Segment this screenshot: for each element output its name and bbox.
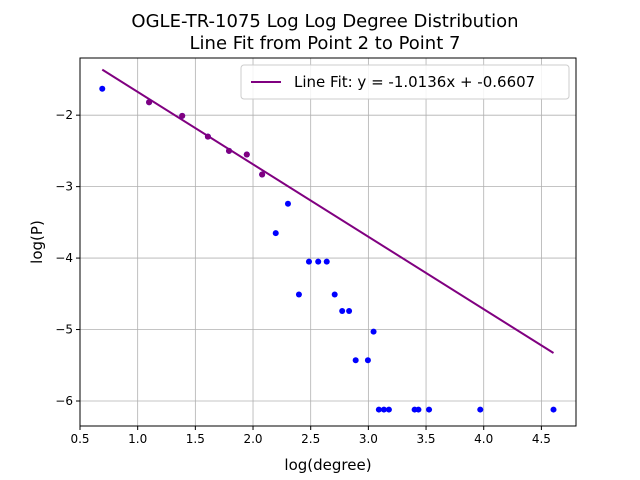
fit-data-point (259, 171, 266, 178)
y-tick-label: −3 (55, 180, 73, 194)
y-tick-label: −5 (55, 323, 73, 337)
data-point (380, 406, 387, 413)
x-tick-label: 1.0 (128, 432, 147, 446)
y-tick-label: −2 (55, 108, 73, 122)
x-tick-label: 2.5 (301, 432, 320, 446)
data-point (284, 200, 291, 207)
data-point (305, 258, 312, 265)
x-tick-label: 3.5 (416, 432, 435, 446)
x-tick-label: 4.0 (474, 432, 493, 446)
fit-data-point (226, 147, 233, 154)
fit-line (101, 68, 555, 354)
legend: Line Fit: y = -1.0136x + -0.6607 (240, 64, 570, 100)
data-point (346, 307, 353, 314)
y-tick-label: −4 (55, 251, 73, 265)
chart-title: OGLE-TR-1075 Log Log Degree Distribution (131, 11, 518, 32)
plot-frame (79, 57, 577, 427)
fit-data-point (146, 99, 153, 106)
fit-data-point (243, 151, 250, 158)
data-point (375, 406, 382, 413)
data-point (352, 357, 359, 364)
fit-line-layer (101, 68, 555, 354)
data-point (415, 406, 422, 413)
data-point (331, 291, 338, 298)
points-layer (99, 85, 557, 413)
data-point (339, 307, 346, 314)
chart-subtitle: Line Fit from Point 2 to Point 7 (190, 33, 461, 54)
data-point (364, 357, 371, 364)
x-axis-label: log(degree) (284, 456, 371, 474)
data-point (99, 85, 106, 92)
data-point (323, 258, 330, 265)
data-point (272, 230, 279, 237)
y-axis-ticks: −6 −5 −4 −3 −2 (55, 108, 80, 408)
data-point (295, 291, 302, 298)
x-tick-label: 3.0 (359, 432, 378, 446)
plot-area (80, 58, 576, 426)
legend-box (240, 64, 570, 100)
x-tick-label: 4.5 (532, 432, 551, 446)
y-tick-label: −6 (55, 394, 73, 408)
legend-label-fit-line: Line Fit: y = -1.0136x + -0.6607 (294, 73, 535, 91)
data-point (426, 406, 433, 413)
grid (79, 58, 576, 426)
fit-data-point (204, 133, 211, 140)
data-point (550, 406, 557, 413)
data-point (370, 328, 377, 335)
data-point (385, 406, 392, 413)
x-tick-label: 2.0 (243, 432, 262, 446)
x-tick-label: 0.5 (70, 432, 89, 446)
x-tick-label: 1.5 (186, 432, 205, 446)
x-axis-ticks: 0.5 1.0 1.5 2.0 2.5 3.0 3.5 4.0 4.5 (70, 426, 551, 446)
data-point (477, 406, 484, 413)
y-axis-label: log(P) (28, 220, 46, 264)
fit-data-point (179, 112, 186, 119)
data-point (315, 258, 322, 265)
